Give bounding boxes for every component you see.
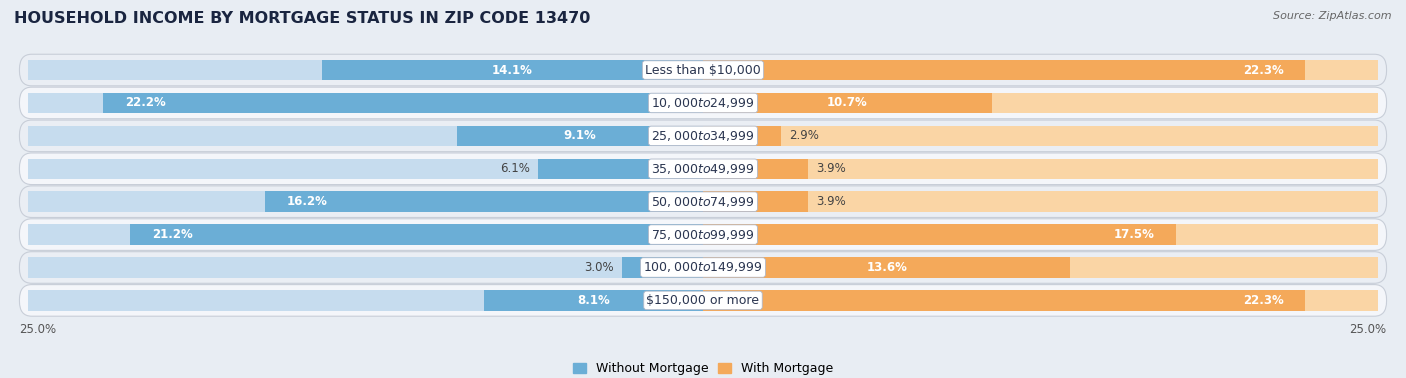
Bar — [703, 125, 1378, 146]
Text: $25,000 to $34,999: $25,000 to $34,999 — [651, 129, 755, 143]
Text: 25.0%: 25.0% — [1350, 324, 1386, 336]
Bar — [28, 225, 703, 245]
Text: 2.9%: 2.9% — [789, 129, 820, 143]
Bar — [103, 93, 703, 113]
Text: 6.1%: 6.1% — [501, 162, 530, 175]
Bar — [703, 257, 1378, 278]
Text: 17.5%: 17.5% — [1114, 228, 1154, 241]
Text: $35,000 to $49,999: $35,000 to $49,999 — [651, 162, 755, 176]
Bar — [703, 93, 993, 113]
Bar — [131, 225, 703, 245]
FancyBboxPatch shape — [20, 87, 1386, 119]
Bar — [322, 60, 703, 80]
Text: $100,000 to $149,999: $100,000 to $149,999 — [644, 260, 762, 274]
Text: 21.2%: 21.2% — [152, 228, 193, 241]
Text: 22.2%: 22.2% — [125, 96, 166, 110]
FancyBboxPatch shape — [20, 153, 1386, 184]
Bar — [266, 192, 703, 212]
Bar — [28, 125, 703, 146]
Bar — [703, 290, 1306, 311]
Bar — [484, 290, 703, 311]
Bar — [28, 60, 703, 80]
Text: 13.6%: 13.6% — [866, 261, 907, 274]
Bar — [703, 225, 1378, 245]
FancyBboxPatch shape — [20, 54, 1386, 86]
Bar — [28, 257, 703, 278]
Text: 8.1%: 8.1% — [578, 294, 610, 307]
FancyBboxPatch shape — [20, 285, 1386, 316]
Text: 14.1%: 14.1% — [492, 64, 533, 76]
Text: Less than $10,000: Less than $10,000 — [645, 64, 761, 76]
Bar — [28, 192, 703, 212]
Bar — [28, 290, 703, 311]
Text: 22.3%: 22.3% — [1243, 294, 1284, 307]
Bar — [703, 192, 808, 212]
Text: 3.9%: 3.9% — [817, 162, 846, 175]
Text: 16.2%: 16.2% — [287, 195, 328, 208]
Bar — [703, 225, 1175, 245]
Bar — [703, 93, 1378, 113]
Text: $150,000 or more: $150,000 or more — [647, 294, 759, 307]
Text: 3.9%: 3.9% — [817, 195, 846, 208]
Text: HOUSEHOLD INCOME BY MORTGAGE STATUS IN ZIP CODE 13470: HOUSEHOLD INCOME BY MORTGAGE STATUS IN Z… — [14, 11, 591, 26]
Bar — [703, 125, 782, 146]
Legend: Without Mortgage, With Mortgage: Without Mortgage, With Mortgage — [568, 357, 838, 378]
Bar — [28, 158, 703, 179]
FancyBboxPatch shape — [20, 120, 1386, 152]
Text: 10.7%: 10.7% — [827, 96, 868, 110]
Bar — [457, 125, 703, 146]
Text: 22.3%: 22.3% — [1243, 64, 1284, 76]
FancyBboxPatch shape — [20, 186, 1386, 217]
Text: 9.1%: 9.1% — [564, 129, 596, 143]
Bar — [703, 192, 1378, 212]
Bar — [703, 158, 1378, 179]
FancyBboxPatch shape — [20, 219, 1386, 250]
Bar — [703, 60, 1306, 80]
Text: $50,000 to $74,999: $50,000 to $74,999 — [651, 195, 755, 209]
Bar — [703, 60, 1378, 80]
Bar — [621, 257, 703, 278]
Text: $10,000 to $24,999: $10,000 to $24,999 — [651, 96, 755, 110]
Text: Source: ZipAtlas.com: Source: ZipAtlas.com — [1274, 11, 1392, 21]
Bar — [703, 257, 1070, 278]
Text: $75,000 to $99,999: $75,000 to $99,999 — [651, 228, 755, 242]
Bar — [28, 93, 703, 113]
Bar — [538, 158, 703, 179]
FancyBboxPatch shape — [20, 252, 1386, 283]
Text: 3.0%: 3.0% — [585, 261, 614, 274]
Bar — [703, 290, 1378, 311]
Text: 25.0%: 25.0% — [20, 324, 56, 336]
Bar — [703, 158, 808, 179]
